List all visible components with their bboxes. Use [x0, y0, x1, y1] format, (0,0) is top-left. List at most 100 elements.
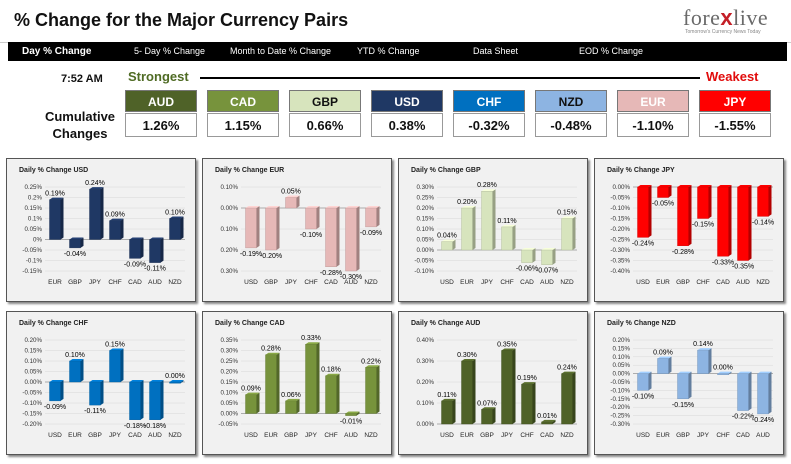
- x-tick-label: GBP: [68, 279, 82, 286]
- bar-gbp: [265, 206, 280, 251]
- currency-code: NZD: [535, 90, 607, 112]
- bar-side: [748, 185, 752, 261]
- bar-aud: [149, 237, 164, 263]
- data-label: 0.11%: [437, 392, 456, 399]
- bar-face: [461, 207, 473, 251]
- data-label: 0.24%: [85, 180, 105, 187]
- bar-top: [757, 371, 772, 374]
- y-tick-label: -0.10%: [22, 400, 42, 407]
- bar-top: [69, 237, 84, 240]
- bar-chart: 0.10% 0.00% 0.10% 0.20% 0.30% -0.19% USD -0.20%…: [220, 184, 382, 286]
- bar-aud: [737, 185, 752, 261]
- x-tick-label: USD: [244, 432, 258, 439]
- data-label: 0.06%: [281, 392, 301, 399]
- bar-top: [365, 206, 380, 208]
- data-label: 0.33%: [301, 335, 321, 342]
- bar-side: [180, 380, 184, 384]
- data-label: -0.10%: [632, 393, 654, 400]
- bar-top: [245, 392, 260, 395]
- data-label: 0.35%: [497, 342, 517, 349]
- data-label: 0.19%: [517, 375, 537, 382]
- forexlive-logo[interactable]: forexlive Tomorrow's Currency News Today: [683, 5, 778, 39]
- bar-usd: [245, 392, 260, 414]
- bar-side: [552, 248, 556, 265]
- x-tick-label: AUD: [756, 432, 770, 439]
- bar-face: [501, 350, 513, 425]
- tab-ytd-change[interactable]: YTD % Change: [357, 46, 420, 56]
- y-tick-label: 0%: [33, 237, 42, 244]
- data-label: 0.15%: [557, 210, 577, 217]
- x-tick-label: CAD: [716, 279, 730, 286]
- x-tick-label: USD: [440, 279, 454, 286]
- bar-chf: [325, 373, 340, 414]
- bar-top: [697, 348, 712, 351]
- y-tick-label: -0.15%: [610, 396, 630, 403]
- chart-panel-4: Daily % Change JPY 0.00% -0.05% -0.10% -0.15…: [594, 158, 784, 302]
- bar-side: [336, 206, 340, 267]
- bar-side: [768, 371, 772, 414]
- data-label: 0.10%: [65, 352, 85, 359]
- bar-gbp: [285, 398, 300, 414]
- bar-side: [668, 356, 672, 374]
- bar-jpy: [109, 348, 124, 383]
- bar-side: [572, 371, 576, 424]
- bar-top: [305, 206, 320, 208]
- bar-eur: [49, 197, 64, 240]
- tab-5-day-change[interactable]: 5- Day % Change: [134, 46, 206, 56]
- bar-top: [285, 195, 300, 198]
- x-tick-label: USD: [48, 432, 62, 439]
- tab-day-change[interactable]: Day % Change: [22, 46, 92, 57]
- x-tick-label: GBP: [676, 279, 690, 286]
- bar-jpy: [305, 342, 320, 414]
- bar-face: [677, 373, 689, 399]
- bar-cad: [521, 248, 536, 263]
- bar-face: [69, 360, 81, 383]
- data-label: -0.11%: [84, 408, 106, 415]
- y-tick-label: 0.00%: [612, 371, 630, 378]
- bar-aud: [345, 411, 360, 416]
- bar-face: [757, 186, 769, 217]
- data-label: -0.33%: [712, 259, 734, 266]
- currency-code: CHF: [453, 90, 525, 112]
- x-tick-label: AUD: [344, 279, 358, 286]
- bar-nzd: [561, 371, 576, 425]
- bar-face: [717, 186, 729, 257]
- chart-panel-2: Daily % Change EUR 0.10% 0.00% 0.10% 0.20% 0.…: [202, 158, 392, 302]
- data-label: -0.06%: [516, 266, 538, 273]
- bar-face: [481, 191, 493, 251]
- bar-nzd: [365, 206, 380, 228]
- bar-eur: [461, 359, 476, 425]
- bar-cad: [717, 185, 732, 257]
- bar-top: [129, 237, 144, 240]
- bar-face: [89, 188, 101, 240]
- tab-eod-change[interactable]: EOD % Change: [579, 46, 644, 56]
- tab-data-sheet[interactable]: Data Sheet: [473, 46, 519, 56]
- bar-side: [688, 371, 692, 399]
- bar-side: [356, 206, 360, 271]
- y-tick-label: 0.10%: [220, 226, 238, 233]
- tab-month-to-date-change[interactable]: Month to Date % Change: [230, 46, 332, 56]
- data-label: 0.09%: [241, 386, 261, 393]
- x-tick-label: USD: [440, 432, 454, 439]
- y-tick-label: 0.00%: [416, 247, 434, 254]
- data-label: -0.15%: [672, 402, 694, 409]
- bar-top: [501, 224, 516, 227]
- bar-eur: [265, 352, 280, 414]
- y-tick-label: -0.25%: [610, 237, 630, 244]
- data-label: 0.00%: [165, 373, 185, 380]
- data-label: 0.14%: [693, 341, 713, 348]
- bar-usd: [441, 239, 456, 251]
- data-label: -0.15%: [692, 222, 714, 229]
- bar-gbp: [69, 237, 84, 249]
- x-tick-label: JPY: [285, 279, 298, 286]
- y-tick-label: 0.2%: [28, 195, 43, 202]
- y-tick-label: 0.15%: [220, 379, 238, 386]
- y-tick-label: 0.05%: [24, 369, 42, 376]
- y-tick-label: 0.20%: [416, 205, 434, 212]
- bar-chart: 0.40% 0.30% 0.20% 0.10% 0.00% 0.11% USD 0.30% EU…: [416, 337, 577, 439]
- bar-top: [89, 380, 104, 382]
- bar-top: [49, 380, 64, 382]
- data-label: -0.18%: [124, 423, 146, 430]
- bar-side: [668, 185, 672, 198]
- x-tick-label: NZD: [364, 432, 378, 439]
